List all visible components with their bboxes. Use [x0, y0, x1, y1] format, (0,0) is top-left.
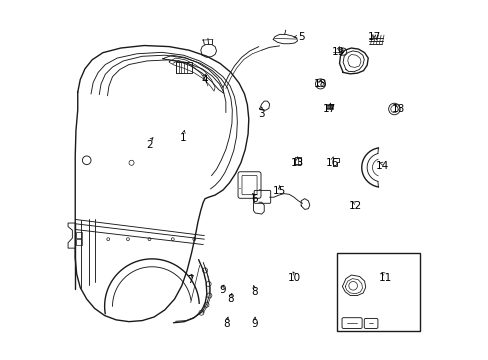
Text: 15: 15 [272, 186, 285, 197]
Text: 17: 17 [367, 32, 380, 42]
Text: 19: 19 [331, 46, 345, 57]
Text: 11: 11 [378, 273, 391, 283]
Bar [76, 231, 82, 238]
Text: 18: 18 [390, 104, 404, 114]
Text: 8: 8 [251, 287, 257, 297]
Text: 7: 7 [186, 275, 193, 285]
Text: 8: 8 [223, 319, 229, 329]
Text: 12: 12 [347, 201, 361, 211]
Text: 17: 17 [323, 104, 336, 114]
Text: 5: 5 [297, 32, 304, 41]
Bar [76, 239, 82, 245]
Bar [175, 62, 191, 73]
Text: 9: 9 [251, 319, 257, 329]
Text: 16: 16 [325, 158, 338, 168]
Text: 10: 10 [287, 273, 301, 283]
Bar [336, 253, 419, 331]
Text: 18: 18 [313, 79, 326, 89]
Text: 14: 14 [375, 161, 388, 171]
Text: 6: 6 [251, 194, 257, 204]
Text: 13: 13 [290, 158, 304, 168]
Text: 4: 4 [201, 75, 207, 85]
Text: 3: 3 [258, 109, 264, 119]
Text: 1: 1 [180, 133, 186, 143]
Text: 2: 2 [146, 140, 152, 150]
Text: 8: 8 [227, 294, 234, 304]
Text: 9: 9 [219, 285, 226, 296]
